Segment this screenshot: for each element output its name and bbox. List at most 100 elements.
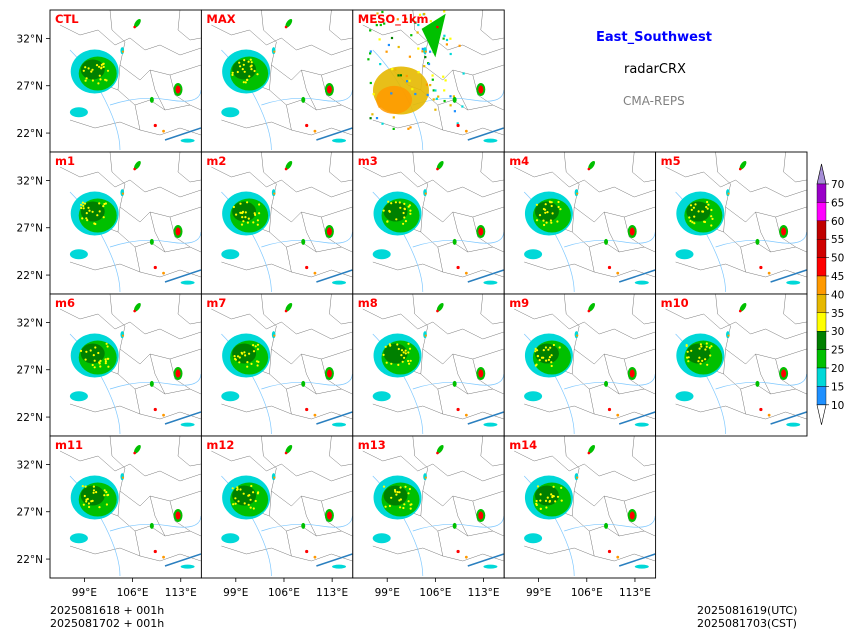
colorbar-segment xyxy=(816,349,827,369)
province-boundary xyxy=(599,328,656,340)
echo-cell xyxy=(162,413,165,417)
echo-cell xyxy=(396,491,399,494)
echo-cell-strong xyxy=(153,123,157,128)
province-boundary xyxy=(169,500,191,532)
echo-cell-strong xyxy=(153,265,157,270)
echo-cell xyxy=(382,353,385,356)
echo-cell xyxy=(551,212,554,215)
echo-cell xyxy=(85,350,88,353)
map-panel: m6 xyxy=(49,293,202,437)
x-tick-label: 99°E xyxy=(72,587,97,599)
echo-cell xyxy=(464,271,468,275)
echo-cell xyxy=(739,302,747,312)
echo-cell xyxy=(442,37,445,40)
province-boundary xyxy=(69,261,141,273)
panel-label: m5 xyxy=(661,154,681,168)
echo-cell xyxy=(755,380,760,387)
echo-cell xyxy=(236,488,239,491)
echo-cell xyxy=(545,359,548,362)
echo-cell xyxy=(392,116,395,119)
coastline-shading xyxy=(467,553,504,567)
colorbar-segment xyxy=(816,331,827,350)
echo-cell-strong xyxy=(133,167,136,171)
map-panel: CTL xyxy=(49,9,202,153)
echo-cell xyxy=(409,209,412,212)
echo-cell xyxy=(452,95,455,98)
echo-cell xyxy=(250,484,253,488)
echo-cell xyxy=(232,503,235,506)
echo-cell xyxy=(375,24,378,27)
echo-cell xyxy=(149,96,154,103)
echo-cell-strong xyxy=(284,451,288,455)
echo-cell xyxy=(105,342,108,345)
echo-cell xyxy=(241,68,244,71)
echo-patch xyxy=(69,391,88,402)
colorbar-label: 35 xyxy=(831,308,844,320)
colorbar-label: 15 xyxy=(831,381,844,393)
echo-cell xyxy=(133,444,141,454)
panel-label: m10 xyxy=(661,296,689,310)
echo-cell xyxy=(535,203,538,206)
province-boundary xyxy=(329,152,353,183)
province-boundary xyxy=(750,328,807,340)
echo-cell xyxy=(548,500,551,503)
echo-cell-strong xyxy=(576,476,579,479)
province-boundary xyxy=(59,308,146,335)
echo-cell xyxy=(408,79,411,82)
echo-core xyxy=(232,343,257,364)
echo-cell-strong xyxy=(781,227,787,236)
echo-cell xyxy=(542,207,545,211)
echo-cell xyxy=(390,202,393,205)
echo-cell xyxy=(271,331,276,339)
echo-cell xyxy=(705,205,708,209)
echo-cell xyxy=(369,50,372,53)
echo-cell xyxy=(550,361,553,364)
echo-cell xyxy=(700,345,703,348)
echo-cell xyxy=(546,496,549,499)
echo-cell xyxy=(461,105,464,108)
echo-cell-strong xyxy=(424,334,427,337)
echo-coastal xyxy=(786,422,801,427)
echo-cell xyxy=(99,365,102,368)
echo-cell xyxy=(704,348,707,351)
echo-cell xyxy=(250,362,253,365)
province-boundary xyxy=(59,166,146,193)
echo-cell xyxy=(429,50,432,53)
panel-content xyxy=(211,152,353,293)
province-boundary xyxy=(715,152,807,223)
province-boundary xyxy=(412,294,504,365)
echo-cell xyxy=(81,485,84,488)
echo-patch xyxy=(372,391,391,402)
echo-cell-strong xyxy=(587,309,591,313)
echo-cell xyxy=(378,38,381,41)
echo-cell xyxy=(726,331,730,339)
echo-cell xyxy=(604,380,609,387)
river xyxy=(109,515,201,532)
panel-content xyxy=(362,152,504,293)
echo-cell-strong xyxy=(478,511,484,520)
region-title: East_Southwest xyxy=(596,30,712,45)
province-boundary xyxy=(755,353,771,395)
province-boundary xyxy=(675,261,746,273)
echo-cell xyxy=(421,47,424,50)
echo-cell xyxy=(258,212,261,215)
echo-cell xyxy=(604,522,609,529)
echo-cell-strong xyxy=(284,25,288,29)
echo-cell xyxy=(543,223,546,227)
river xyxy=(412,373,504,390)
echo-cell xyxy=(252,344,255,347)
echo-cell xyxy=(120,331,125,339)
echo-cell xyxy=(542,219,545,222)
echo-cell xyxy=(443,10,446,13)
echo-cell xyxy=(399,498,402,501)
province-boundary xyxy=(261,152,353,223)
echo-cell xyxy=(256,364,259,367)
y-tick-label: 32°N xyxy=(17,459,43,471)
echo-cell xyxy=(549,346,552,349)
echo-patch xyxy=(221,249,240,260)
province-boundary xyxy=(177,436,201,467)
province-boundary xyxy=(624,358,645,390)
map-panel: m9 xyxy=(503,293,657,437)
echo-cell xyxy=(248,352,251,355)
echo-cell xyxy=(82,207,85,210)
